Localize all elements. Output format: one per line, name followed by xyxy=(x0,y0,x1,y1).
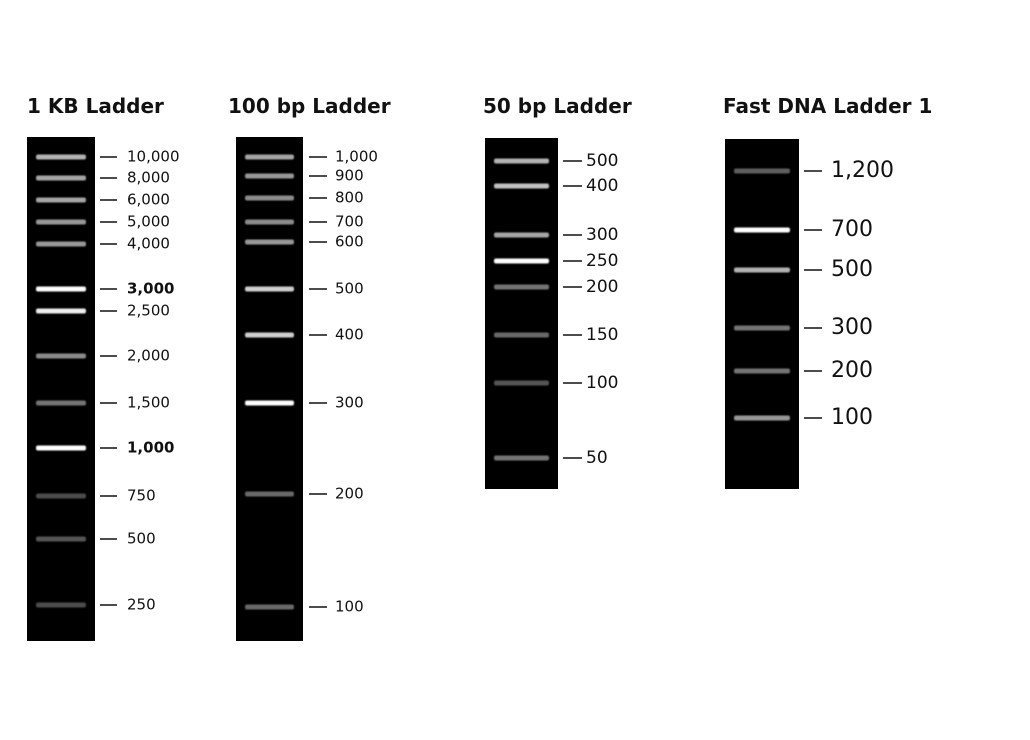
band xyxy=(734,227,790,233)
band xyxy=(36,445,86,451)
band xyxy=(245,400,294,406)
gel-lane xyxy=(236,137,303,641)
band xyxy=(36,493,86,499)
band-label: 700 xyxy=(335,213,364,231)
band-label: 500 xyxy=(831,257,873,282)
band-label: 750 xyxy=(127,487,156,505)
band-label: 250 xyxy=(586,251,618,271)
band xyxy=(36,602,86,608)
band xyxy=(494,380,549,386)
band-label: 500 xyxy=(335,280,364,298)
band xyxy=(245,219,294,225)
ladder-title: Fast DNA Ladder 1 xyxy=(723,94,932,118)
gel-lane xyxy=(27,137,95,641)
band-label: 100 xyxy=(586,373,618,393)
band-label: 1,000 xyxy=(335,148,378,166)
band-label: 1,200 xyxy=(831,158,894,183)
band xyxy=(494,158,549,164)
gel-lane xyxy=(725,139,799,489)
band-label: 1,000 xyxy=(127,439,174,457)
band xyxy=(734,168,790,174)
band-label: 250 xyxy=(127,596,156,614)
band-label: 200 xyxy=(586,277,618,297)
band-label: 300 xyxy=(335,394,364,412)
band xyxy=(36,353,86,359)
band-label: 1,500 xyxy=(127,394,170,412)
band-label: 10,000 xyxy=(127,148,180,166)
band xyxy=(494,258,549,264)
ladder-title: 1 KB Ladder xyxy=(27,94,164,118)
band-label: 400 xyxy=(335,326,364,344)
band xyxy=(36,400,86,406)
band-label: 900 xyxy=(335,167,364,185)
band-label: 700 xyxy=(831,217,873,242)
band xyxy=(245,239,294,245)
band xyxy=(245,332,294,338)
band xyxy=(494,332,549,338)
band xyxy=(245,154,294,160)
band-label: 6,000 xyxy=(127,191,170,209)
band-label: 150 xyxy=(586,325,618,345)
band-label: 2,000 xyxy=(127,347,170,365)
band xyxy=(734,415,790,421)
band xyxy=(494,232,549,238)
band xyxy=(494,455,549,461)
band xyxy=(245,491,294,497)
band-label: 100 xyxy=(831,405,873,430)
band-label: 200 xyxy=(831,358,873,383)
band-label: 300 xyxy=(586,225,618,245)
band xyxy=(36,286,86,292)
band-label: 8,000 xyxy=(127,169,170,187)
band-label: 600 xyxy=(335,233,364,251)
band xyxy=(245,173,294,179)
ladder-title: 50 bp Ladder xyxy=(483,94,632,118)
band xyxy=(36,197,86,203)
band xyxy=(36,219,86,225)
band-label: 2,500 xyxy=(127,302,170,320)
band-label: 100 xyxy=(335,598,364,616)
band xyxy=(36,241,86,247)
band-label: 800 xyxy=(335,189,364,207)
band-label: 500 xyxy=(127,530,156,548)
band-label: 200 xyxy=(335,485,364,503)
band xyxy=(734,325,790,331)
band xyxy=(36,154,86,160)
band-label: 300 xyxy=(831,315,873,340)
band xyxy=(245,604,294,610)
band xyxy=(734,267,790,273)
band xyxy=(245,195,294,201)
band xyxy=(494,183,549,189)
band-label: 4,000 xyxy=(127,235,170,253)
gel-lane xyxy=(485,138,558,489)
band xyxy=(494,284,549,290)
band xyxy=(245,286,294,292)
band-label: 50 xyxy=(586,448,608,468)
band-label: 500 xyxy=(586,151,618,171)
band xyxy=(36,536,86,542)
band-label: 400 xyxy=(586,176,618,196)
band xyxy=(36,308,86,314)
band xyxy=(734,368,790,374)
band-label: 5,000 xyxy=(127,213,170,231)
band xyxy=(36,175,86,181)
band-label: 3,000 xyxy=(127,280,174,298)
ladder-title: 100 bp Ladder xyxy=(228,94,391,118)
